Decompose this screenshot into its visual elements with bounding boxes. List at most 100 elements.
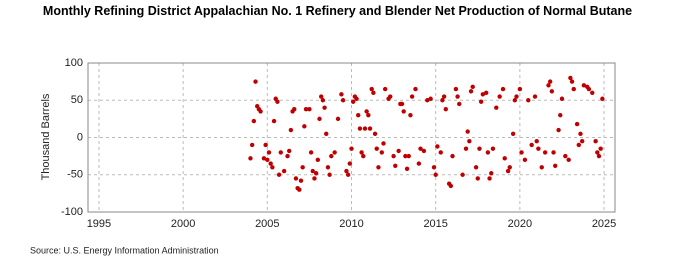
plot-frame (87, 62, 616, 213)
point (483, 90, 489, 96)
point (308, 150, 314, 155)
x-tick-label: 2015 (423, 218, 447, 230)
y-tick-label: 100 (65, 57, 83, 69)
x-tick-label: 2000 (171, 218, 195, 230)
point (559, 96, 565, 101)
point (248, 156, 253, 161)
point (463, 146, 469, 151)
x-tick-label: 2005 (255, 218, 279, 230)
point (497, 94, 502, 99)
point (298, 178, 304, 183)
point (396, 148, 401, 154)
point (379, 150, 385, 155)
point (371, 90, 376, 96)
point (350, 99, 356, 104)
point (534, 139, 539, 144)
point (359, 150, 364, 155)
point (519, 150, 524, 155)
point (406, 153, 411, 159)
point (362, 126, 368, 131)
y-tick-label: -50 (67, 169, 83, 181)
point (473, 165, 479, 170)
point (303, 106, 309, 112)
point (361, 153, 366, 159)
point (367, 126, 373, 131)
point (576, 142, 582, 148)
point (251, 118, 257, 124)
point (556, 127, 561, 133)
point (517, 86, 523, 92)
x-tick-label: 2025 (592, 218, 616, 230)
point (435, 144, 440, 149)
point (325, 165, 331, 170)
point (369, 86, 374, 92)
point (275, 99, 280, 104)
y-tick-label: 50 (71, 94, 83, 106)
point (428, 96, 433, 101)
point (391, 153, 396, 159)
point (288, 127, 294, 133)
point (261, 156, 267, 161)
point (404, 166, 410, 171)
point (313, 171, 319, 176)
point (320, 98, 326, 103)
point (598, 146, 603, 151)
point (477, 146, 482, 151)
point (487, 176, 492, 181)
point (293, 176, 299, 181)
point (340, 98, 346, 103)
point (372, 131, 378, 136)
chart-title: Monthly Refining District Appalachian No… (42, 4, 633, 18)
point (364, 109, 369, 114)
point (285, 153, 290, 159)
point (568, 75, 573, 81)
point (347, 161, 353, 166)
point (327, 172, 332, 177)
point (539, 165, 544, 170)
point (478, 99, 484, 104)
point (574, 121, 580, 127)
point (569, 79, 575, 84)
point (339, 92, 344, 97)
point (600, 96, 605, 101)
point (408, 112, 413, 118)
point (332, 150, 337, 155)
point (409, 94, 415, 99)
point (393, 163, 398, 169)
point (558, 112, 563, 118)
point (505, 168, 511, 174)
x-tick-label: 2020 (508, 218, 532, 230)
point (329, 153, 334, 159)
point (271, 118, 277, 124)
point (512, 98, 518, 103)
y-axis-label: Thousand Barrels (40, 93, 52, 180)
point (310, 168, 315, 174)
point (500, 86, 506, 92)
point (586, 86, 592, 92)
point (551, 150, 556, 155)
point (253, 79, 258, 84)
point (344, 168, 349, 174)
point (448, 183, 454, 189)
x-tick-label: 2010 (339, 218, 363, 230)
point (307, 106, 312, 112)
point (590, 90, 595, 96)
point (453, 86, 459, 92)
point (595, 150, 600, 155)
point (438, 150, 443, 155)
point (457, 101, 462, 107)
point (443, 106, 448, 112)
point (468, 89, 474, 94)
point (349, 146, 354, 151)
point (292, 106, 297, 112)
point (507, 165, 512, 170)
point (322, 105, 327, 110)
point (593, 139, 598, 144)
point (490, 146, 496, 151)
point (431, 165, 437, 170)
point (388, 94, 393, 99)
point (536, 146, 541, 151)
point (547, 79, 553, 84)
point (581, 83, 587, 88)
point (467, 139, 472, 144)
